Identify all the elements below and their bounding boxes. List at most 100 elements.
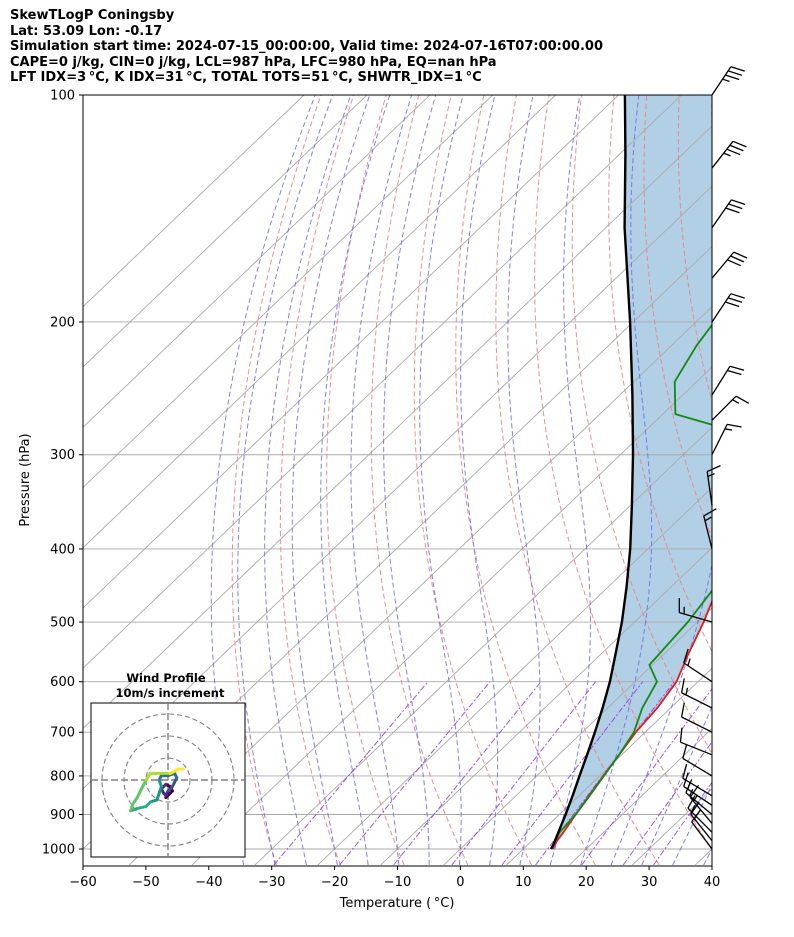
dry-adiabat [231, 95, 322, 866]
barb-half-flag [685, 687, 689, 696]
x-tick-label: −20 [321, 875, 348, 890]
hodograph-segment [135, 787, 144, 800]
x-axis-label: Temperature ( °C) [339, 896, 455, 911]
axes: −60 −50 −40 −30 −20 −10 0 10 20 30 40 1000 900 800 700… [42, 89, 720, 891]
barb-half-flag [689, 789, 694, 797]
moist-adiabat [507, 95, 541, 866]
y-tick-label: 100 [50, 89, 75, 104]
barb-flag [682, 764, 688, 779]
barb-staff [711, 251, 735, 279]
y-tick-label: 600 [50, 675, 75, 690]
barb-flag [706, 465, 721, 473]
wind-barb [703, 508, 717, 550]
y-tick-label: 300 [50, 448, 75, 463]
barb-flag [730, 255, 745, 263]
barb-flag [680, 702, 685, 718]
x-tick-label: −40 [195, 875, 222, 890]
barb-flag [726, 148, 741, 156]
barb-half-flag [707, 472, 715, 478]
x-tick-label: −60 [69, 875, 96, 890]
time-line: Simulation start time: 2024-07-15_00:00:… [10, 39, 603, 55]
barb-staff [681, 692, 713, 709]
barb-staff [711, 395, 737, 421]
barb-staff [706, 471, 713, 506]
barb-staff [711, 140, 734, 169]
barb-staff [703, 515, 713, 550]
isotherm-line [569, 727, 712, 866]
dewpoint-line [550, 323, 712, 850]
wind-barb [687, 795, 713, 833]
moist-adiabat [703, 847, 712, 866]
barb-flag [725, 74, 740, 81]
wind-barb [711, 423, 742, 456]
barb-staff [685, 792, 713, 815]
wind-barb [683, 648, 713, 683]
y-tick-label: 900 [50, 808, 75, 823]
index-line: LFT IDX=3 °C, K IDX=31 °C, TOTAL TOTS=51… [10, 70, 482, 86]
moist-adiabat [320, 95, 391, 866]
isotherm-line [380, 547, 712, 866]
barb-flag [727, 423, 742, 428]
barb-staff [679, 612, 713, 623]
barb-flag [731, 199, 746, 206]
mixing-ratio-line [273, 681, 429, 866]
cape-line: CAPE=0 j/kg, CIN=0 j/kg, LCL=987 hPa, LF… [10, 54, 497, 70]
barb-flag [729, 144, 744, 152]
barb-staff [687, 807, 713, 833]
barb-half-flag [724, 428, 733, 431]
wind-barb [682, 744, 713, 777]
barb-flag [733, 251, 748, 259]
barb-half-flag [732, 399, 740, 404]
moist-adiabat [610, 562, 712, 866]
barb-half-flag [687, 658, 691, 666]
barb-half-flag [723, 152, 731, 157]
barb-flag [728, 203, 743, 210]
isotherm-line [506, 667, 712, 866]
barb-staff [683, 785, 713, 806]
mixing-ratio-line [451, 681, 596, 866]
barb-staff [711, 293, 732, 323]
isotherm-line [83, 95, 619, 609]
y-tick-label: 200 [50, 315, 75, 330]
barb-staff [689, 796, 713, 824]
x-tick-label: 20 [578, 875, 595, 890]
wind-barb [711, 293, 745, 323]
isotherm-line [128, 306, 712, 866]
moist-adiabat [580, 95, 653, 866]
hodograph-body [91, 703, 245, 857]
barb-flag [725, 207, 740, 214]
barb-staff [681, 716, 713, 733]
barb-flag [682, 744, 688, 759]
barb-flag [732, 140, 747, 148]
wind-barbs [678, 66, 750, 850]
wind-barb [679, 727, 713, 756]
location-line: Lat: 53.09 Lon: -0.17 [10, 23, 163, 39]
isotherm-line [83, 95, 431, 428]
x-tick-label: 30 [641, 875, 658, 890]
x-tick-label: −30 [258, 875, 285, 890]
dry-adiabat [744, 95, 794, 865]
chart-title: SkewTLogP Coningsby [10, 8, 175, 23]
barb-staff [711, 424, 728, 456]
moist-adiabat [419, 95, 464, 866]
y-tick-label: 1000 [42, 843, 75, 858]
wind-barb [706, 465, 721, 506]
barb-staff [682, 777, 713, 797]
barb-staff [680, 741, 713, 756]
wind-barb [711, 365, 745, 396]
moist-adiabat [383, 95, 437, 866]
isotherm-line [83, 95, 368, 368]
y-axis-label: Pressure (hPa) [18, 433, 33, 526]
dry-adiabat [534, 95, 712, 850]
dry-adiabat [777, 95, 794, 865]
barb-flag [727, 70, 743, 76]
dry-adiabat [608, 95, 712, 653]
dry-adiabat [571, 95, 712, 755]
moist-adiabat [264, 95, 352, 866]
dry-adiabat [455, 95, 596, 866]
x-tick-label: −10 [384, 875, 411, 890]
x-tick-label: 0 [456, 875, 464, 890]
dry-adiabat [677, 95, 712, 403]
